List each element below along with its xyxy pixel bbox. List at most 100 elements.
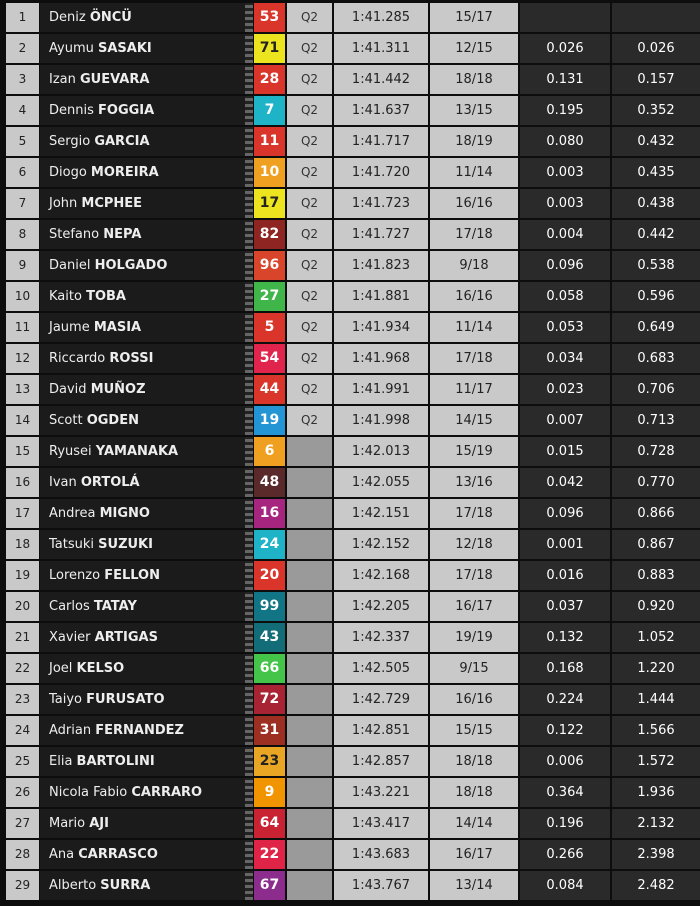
- first-name: Deniz: [49, 10, 86, 25]
- session: [287, 499, 332, 528]
- rider-row: 12 Riccardo ROSSI 54 Q2 1:41.968 17/18 0.034 0.…: [0, 343, 700, 374]
- gap-previous: 0.195: [520, 96, 610, 125]
- checker-strip: [245, 189, 253, 218]
- last-name: GUEVARA: [80, 72, 150, 87]
- gap-first: 0.352: [612, 96, 700, 125]
- position: 5: [6, 127, 39, 156]
- checker-strip: [245, 344, 253, 373]
- first-name: David: [49, 382, 87, 397]
- session: [287, 778, 332, 807]
- last-name: ÖNCÜ: [89, 10, 132, 25]
- laps: 14/15: [430, 406, 518, 435]
- gap-previous: 0.003: [520, 189, 610, 218]
- rider-name: Izan GUEVARA: [40, 65, 245, 94]
- checker-strip: [245, 375, 253, 404]
- gap-first: 0.435: [612, 158, 700, 187]
- gap-first: 0.157: [612, 65, 700, 94]
- last-name: CARRARO: [131, 785, 203, 800]
- position: 4: [6, 96, 39, 125]
- gap-first: 2.398: [612, 840, 700, 869]
- first-name: Tatsuki: [49, 537, 95, 552]
- rider-number: 82: [254, 220, 285, 249]
- position: 26: [6, 778, 39, 807]
- laps: 11/14: [430, 158, 518, 187]
- rider-number: 10: [254, 158, 285, 187]
- position: 29: [6, 871, 39, 900]
- laps: 18/18: [430, 65, 518, 94]
- rider-name: Carlos TATAY: [40, 592, 245, 621]
- rider-number: 54: [254, 344, 285, 373]
- rider-row: 1 Deniz ÖNCÜ 53 Q2 1:41.285 15/17: [0, 2, 700, 33]
- rider-number: 72: [254, 685, 285, 714]
- session: Q2: [287, 251, 332, 280]
- first-name: Riccardo: [49, 351, 106, 366]
- lap-time: 1:41.720: [334, 158, 428, 187]
- gap-first: 0.649: [612, 313, 700, 342]
- rider-number: 43: [254, 623, 285, 652]
- first-name: Taiyo: [49, 692, 83, 707]
- rider-row: 15 Ryusei YAMANAKA 6 1:42.013 15/19 0.015 0.72…: [0, 436, 700, 467]
- laps: 9/18: [430, 251, 518, 280]
- session: [287, 840, 332, 869]
- rider-number: 67: [254, 871, 285, 900]
- checker-strip: [245, 747, 253, 776]
- rider-name: Deniz ÖNCÜ: [40, 3, 245, 32]
- position: 22: [6, 654, 39, 683]
- rider-name: Sergio GARCIA: [40, 127, 245, 156]
- first-name: Adrian: [49, 723, 92, 738]
- rider-row: 3 Izan GUEVARA 28 Q2 1:41.442 18/18 0.131 0.157: [0, 64, 700, 95]
- rider-number: 64: [254, 809, 285, 838]
- position: 13: [6, 375, 39, 404]
- rider-name: Xavier ARTIGAS: [40, 623, 245, 652]
- first-name: Daniel: [49, 258, 91, 273]
- checker-strip: [245, 220, 253, 249]
- last-name: NEPA: [103, 227, 142, 242]
- laps: 19/19: [430, 623, 518, 652]
- last-name: YAMANAKA: [95, 444, 179, 459]
- gap-previous: 0.122: [520, 716, 610, 745]
- last-name: TOBA: [86, 289, 126, 304]
- lap-time: 1:43.683: [334, 840, 428, 869]
- rider-name: Dennis FOGGIA: [40, 96, 245, 125]
- session: Q2: [287, 220, 332, 249]
- rider-name: Ayumu SASAKI: [40, 34, 245, 63]
- gap-previous: 0.004: [520, 220, 610, 249]
- first-name: Xavier: [49, 630, 91, 645]
- rider-row: 5 Sergio GARCIA 11 Q2 1:41.717 18/19 0.080 0.43…: [0, 126, 700, 157]
- gap-first: 2.132: [612, 809, 700, 838]
- rider-number: 28: [254, 65, 285, 94]
- rider-number: 11: [254, 127, 285, 156]
- laps: 9/15: [430, 654, 518, 683]
- gap-first: 1.572: [612, 747, 700, 776]
- laps: 12/18: [430, 530, 518, 559]
- rider-row: 25 Elia BARTOLINI 23 1:42.857 18/18 0.006 1.57…: [0, 746, 700, 777]
- session: [287, 747, 332, 776]
- last-name: ORTOLÁ: [80, 475, 140, 490]
- rider-number: 19: [254, 406, 285, 435]
- position: 6: [6, 158, 39, 187]
- gap-previous: 0.168: [520, 654, 610, 683]
- laps: 17/18: [430, 220, 518, 249]
- laps: 17/18: [430, 499, 518, 528]
- gap-previous: 0.006: [520, 747, 610, 776]
- last-name: SURRA: [100, 878, 151, 893]
- gap-first: 0.728: [612, 437, 700, 466]
- session: [287, 468, 332, 497]
- session: [287, 716, 332, 745]
- last-name: FURUSATO: [86, 692, 165, 707]
- gap-previous: 0.196: [520, 809, 610, 838]
- rider-number: 17: [254, 189, 285, 218]
- gap-first: 0.706: [612, 375, 700, 404]
- gap-first: 0.770: [612, 468, 700, 497]
- rider-row: 7 John MCPHEE 17 Q2 1:41.723 16/16 0.003 0.438: [0, 188, 700, 219]
- gap-first: 1.220: [612, 654, 700, 683]
- rider-number: 6: [254, 437, 285, 466]
- laps: 18/18: [430, 747, 518, 776]
- laps: 13/14: [430, 871, 518, 900]
- last-name: SUZUKI: [98, 537, 153, 552]
- checker-strip: [245, 623, 253, 652]
- last-name: CARRASCO: [78, 847, 158, 862]
- laps: 15/19: [430, 437, 518, 466]
- gap-previous: 0.034: [520, 344, 610, 373]
